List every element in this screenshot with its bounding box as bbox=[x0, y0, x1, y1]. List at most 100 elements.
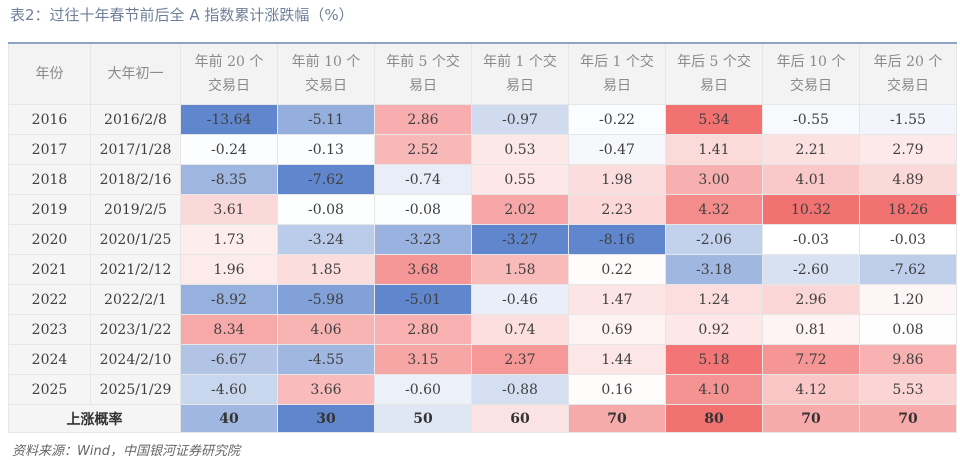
row-label: 2022 bbox=[8, 284, 91, 315]
value-cell: 18.26 bbox=[859, 194, 957, 225]
table-row: 2025 2025/1/29 -4.60 3.66 -0.60 -0.88 0.16 4.10… bbox=[8, 374, 957, 405]
column-header: 年后 10 个交易日 bbox=[762, 42, 860, 105]
column-header: 年后 20 个交易日 bbox=[859, 42, 957, 105]
value-cell: 0.81 bbox=[762, 314, 860, 345]
footer-value: 80 bbox=[665, 404, 763, 433]
footer-value: 70 bbox=[859, 404, 957, 433]
value-cell: 2.96 bbox=[762, 284, 860, 315]
footer-value: 40 bbox=[180, 404, 278, 433]
row-label: 2024/2/10 bbox=[90, 344, 181, 375]
value-cell: 3.66 bbox=[277, 374, 375, 405]
header-line: 年前 5 个交 bbox=[386, 54, 460, 70]
column-header: 大年初一 bbox=[90, 42, 181, 105]
value-cell: -0.88 bbox=[471, 374, 569, 405]
value-cell: 4.32 bbox=[665, 194, 763, 225]
value-cell: -0.46 bbox=[471, 284, 569, 315]
value-cell: 2.23 bbox=[568, 194, 666, 225]
header-line: 交易日 bbox=[790, 78, 832, 94]
row-label: 2023/1/22 bbox=[90, 314, 181, 345]
column-header: 年前 10 个交易日 bbox=[277, 42, 375, 105]
table-title: 表2：过往十年春节前后全 A 指数累计涨跌幅（%） bbox=[10, 6, 354, 24]
footer-label: 上涨概率 bbox=[8, 404, 181, 433]
value-cell: 4.01 bbox=[762, 164, 860, 195]
header-line: 交易日 bbox=[208, 78, 250, 94]
column-header: 年后 5 个交 易日 bbox=[665, 42, 763, 105]
value-cell: 9.86 bbox=[859, 344, 957, 375]
footer-value: 70 bbox=[568, 404, 666, 433]
table-row: 2021 2021/2/12 1.96 1.85 3.68 1.58 0.22 -3.18 -2… bbox=[8, 254, 957, 285]
value-cell: 1.85 bbox=[277, 254, 375, 285]
value-cell: 1.24 bbox=[665, 284, 763, 315]
row-label: 2022/2/1 bbox=[90, 284, 181, 315]
header-line: 年后 20 个 bbox=[873, 54, 943, 70]
header-row: 年份 大年初一 年前 20 个交易日 年前 10 个交易日 年前 5 个交 易日 年前 1 … bbox=[8, 42, 957, 105]
value-cell: -8.92 bbox=[180, 284, 278, 315]
row-label: 2018 bbox=[8, 164, 91, 195]
header-line: 交易日 bbox=[887, 78, 929, 94]
row-label: 2017/1/28 bbox=[90, 134, 181, 165]
value-cell: -3.27 bbox=[471, 224, 569, 255]
table-row: 2020 2020/1/25 1.73 -3.24 -3.23 -3.27 -8.16 -2.… bbox=[8, 224, 957, 255]
value-cell: -7.62 bbox=[859, 254, 957, 285]
header-line: 易日 bbox=[603, 78, 631, 94]
header-line: 年前 1 个交 bbox=[483, 54, 557, 70]
value-cell: 3.00 bbox=[665, 164, 763, 195]
value-cell: 8.34 bbox=[180, 314, 278, 345]
table-body: 2016 2016/2/8 -13.64 -5.11 2.86 -0.97 -0.22 5.3… bbox=[8, 104, 957, 433]
value-cell: -3.24 bbox=[277, 224, 375, 255]
value-cell: 7.72 bbox=[762, 344, 860, 375]
footer-value: 70 bbox=[762, 404, 860, 433]
table-row: 2023 2023/1/22 8.34 4.06 2.80 0.74 0.69 0.92 0.8… bbox=[8, 314, 957, 345]
header-line: 年后 1 个交 bbox=[580, 54, 654, 70]
header-line: 年前 20 个 bbox=[194, 54, 264, 70]
value-cell: -13.64 bbox=[180, 104, 278, 135]
value-cell: 1.96 bbox=[180, 254, 278, 285]
value-cell: 2.37 bbox=[471, 344, 569, 375]
source-note: 资料来源：Wind，中国银河证券研究院 bbox=[12, 444, 240, 459]
value-cell: 1.44 bbox=[568, 344, 666, 375]
value-cell: -8.35 bbox=[180, 164, 278, 195]
value-cell: 4.06 bbox=[277, 314, 375, 345]
row-label: 2020 bbox=[8, 224, 91, 255]
value-cell: -0.74 bbox=[374, 164, 472, 195]
header-line: 易日 bbox=[409, 78, 437, 94]
value-cell: -0.08 bbox=[374, 194, 472, 225]
value-cell: 1.73 bbox=[180, 224, 278, 255]
value-cell: -4.60 bbox=[180, 374, 278, 405]
row-label: 2016 bbox=[8, 104, 91, 135]
value-cell: -0.97 bbox=[471, 104, 569, 135]
value-cell: 2.86 bbox=[374, 104, 472, 135]
value-cell: -0.55 bbox=[762, 104, 860, 135]
value-cell: 1.20 bbox=[859, 284, 957, 315]
table-row: 2024 2024/2/10 -6.67 -4.55 3.15 2.37 1.44 5.18 7… bbox=[8, 344, 957, 375]
value-cell: 2.52 bbox=[374, 134, 472, 165]
footer-value: 60 bbox=[471, 404, 569, 433]
value-cell: 4.10 bbox=[665, 374, 763, 405]
value-cell: -5.11 bbox=[277, 104, 375, 135]
row-label: 2020/1/25 bbox=[90, 224, 181, 255]
table-row: 2018 2018/2/16 -8.35 -7.62 -0.74 0.55 1.98 3.00… bbox=[8, 164, 957, 195]
value-cell: 0.53 bbox=[471, 134, 569, 165]
row-label: 2021/2/12 bbox=[90, 254, 181, 285]
value-cell: 10.32 bbox=[762, 194, 860, 225]
row-label: 2025 bbox=[8, 374, 91, 405]
value-cell: -0.03 bbox=[859, 224, 957, 255]
value-cell: -0.22 bbox=[568, 104, 666, 135]
value-cell: -0.24 bbox=[180, 134, 278, 165]
column-header: 年前 1 个交 易日 bbox=[471, 42, 569, 105]
value-cell: -2.60 bbox=[762, 254, 860, 285]
value-cell: -3.18 bbox=[665, 254, 763, 285]
value-cell: 5.18 bbox=[665, 344, 763, 375]
value-cell: -5.98 bbox=[277, 284, 375, 315]
value-cell: -2.06 bbox=[665, 224, 763, 255]
header-line: 年前 10 个 bbox=[291, 54, 361, 70]
value-cell: -4.55 bbox=[277, 344, 375, 375]
value-cell: 5.53 bbox=[859, 374, 957, 405]
value-cell: 0.69 bbox=[568, 314, 666, 345]
column-header: 年前 20 个交易日 bbox=[180, 42, 278, 105]
footer-value: 50 bbox=[374, 404, 472, 433]
value-cell: 0.08 bbox=[859, 314, 957, 345]
value-cell: -3.23 bbox=[374, 224, 472, 255]
footer-row: 上涨概率 40 30 50 60 70 80 70 70 bbox=[8, 404, 957, 433]
